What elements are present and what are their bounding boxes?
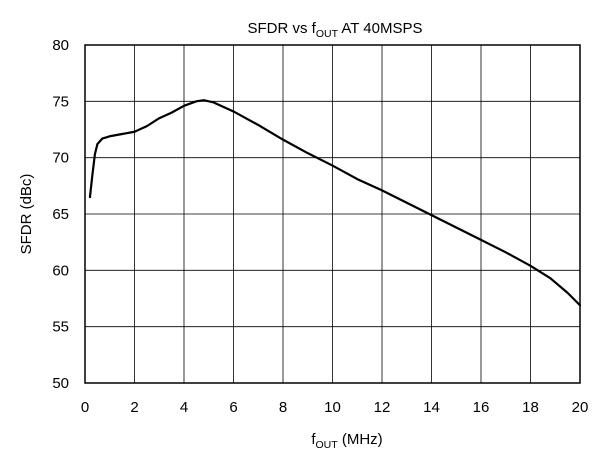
series-line-0 <box>88 99 582 307</box>
x-tick-label-9: 18 <box>522 399 539 416</box>
x-tick-label-0: 0 <box>81 399 89 416</box>
chart-title: SFDR vs fOUT AT 40MSPS <box>247 20 422 40</box>
y-tick-label-3: 65 <box>52 206 69 223</box>
x-tick-label-6: 12 <box>374 399 391 416</box>
grid-lines <box>84 44 581 384</box>
y-tick-label-1: 55 <box>52 319 69 336</box>
y-tick-label-5: 75 <box>52 93 69 110</box>
y-tick-label-2: 60 <box>52 262 69 279</box>
x-tick-label-8: 16 <box>473 399 490 416</box>
x-axis-label: fOUT (MHz) <box>311 431 382 451</box>
y-tick-label-0: 50 <box>52 375 69 392</box>
x-tick-label-10: 20 <box>572 399 589 416</box>
x-tick-label-7: 14 <box>423 399 440 416</box>
x-tick-label-5: 10 <box>324 399 341 416</box>
y-axis-label: SFDR (dBc) <box>18 174 35 255</box>
x-tick-label-1: 2 <box>130 399 138 416</box>
x-tick-label-3: 6 <box>229 399 237 416</box>
data-series <box>88 99 582 307</box>
x-tick-label-4: 8 <box>279 399 287 416</box>
y-tick-label-6: 80 <box>52 37 69 54</box>
x-tick-label-2: 4 <box>180 399 188 416</box>
plot-frame <box>84 44 581 384</box>
y-tick-labels: 50 55 60 65 70 75 80 <box>52 37 69 392</box>
y-tick-label-4: 70 <box>52 150 69 167</box>
x-tick-labels: 0 2 4 6 8 10 12 14 16 18 20 <box>81 399 589 416</box>
